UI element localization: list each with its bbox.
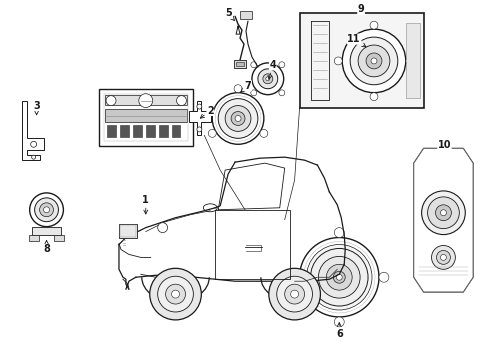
Bar	[105, 95, 187, 105]
Polygon shape	[21, 100, 43, 160]
Bar	[234, 60, 245, 68]
Circle shape	[35, 198, 59, 222]
Circle shape	[369, 21, 377, 29]
Bar	[299, 13, 423, 108]
Circle shape	[208, 129, 216, 137]
Circle shape	[370, 58, 376, 64]
Circle shape	[139, 94, 152, 108]
Circle shape	[176, 96, 186, 105]
Text: 9: 9	[357, 4, 364, 14]
Circle shape	[171, 290, 179, 298]
Circle shape	[157, 276, 193, 312]
Circle shape	[284, 284, 304, 304]
Circle shape	[32, 155, 36, 159]
Text: 8: 8	[43, 240, 50, 255]
Circle shape	[290, 290, 298, 298]
Circle shape	[197, 127, 202, 132]
Bar	[158, 125, 167, 137]
Bar	[236, 62, 244, 66]
Text: 1: 1	[142, 195, 149, 214]
Circle shape	[299, 238, 378, 317]
Text: 6: 6	[335, 323, 342, 339]
Circle shape	[357, 45, 389, 77]
Circle shape	[334, 228, 344, 238]
Circle shape	[43, 207, 49, 213]
Circle shape	[405, 57, 413, 65]
Circle shape	[31, 141, 37, 147]
Circle shape	[440, 255, 446, 260]
Circle shape	[231, 112, 244, 125]
Ellipse shape	[203, 204, 217, 212]
Circle shape	[276, 276, 312, 312]
Circle shape	[212, 93, 264, 144]
Text: 5: 5	[224, 8, 234, 21]
Circle shape	[333, 271, 345, 283]
Text: 11: 11	[346, 34, 365, 47]
Bar	[240, 11, 251, 19]
Bar	[99, 89, 193, 146]
Bar	[145, 125, 154, 137]
Circle shape	[310, 248, 367, 306]
Text: 10: 10	[437, 140, 450, 150]
Circle shape	[366, 53, 381, 69]
Polygon shape	[189, 100, 211, 135]
Text: 4: 4	[267, 60, 276, 79]
Circle shape	[197, 104, 202, 109]
Circle shape	[157, 223, 167, 233]
Text: 7: 7	[240, 81, 251, 92]
Circle shape	[336, 274, 342, 280]
Circle shape	[106, 96, 116, 105]
Circle shape	[40, 203, 53, 217]
Bar	[120, 125, 129, 137]
Bar	[54, 235, 64, 240]
Circle shape	[436, 251, 449, 264]
Circle shape	[234, 85, 242, 93]
Circle shape	[30, 193, 63, 227]
Circle shape	[378, 272, 388, 282]
Bar	[104, 94, 188, 141]
Circle shape	[259, 129, 267, 137]
Circle shape	[349, 37, 397, 85]
Circle shape	[224, 105, 250, 131]
Bar	[32, 227, 61, 235]
Circle shape	[334, 317, 344, 327]
Bar	[405, 23, 419, 98]
Circle shape	[435, 205, 450, 221]
Circle shape	[325, 264, 351, 290]
Bar	[119, 224, 137, 238]
Circle shape	[149, 268, 201, 320]
Bar	[133, 125, 142, 137]
Circle shape	[342, 29, 405, 93]
Circle shape	[278, 62, 284, 68]
Polygon shape	[413, 148, 472, 292]
Bar	[105, 109, 187, 122]
Circle shape	[250, 62, 256, 68]
Circle shape	[235, 116, 241, 121]
Text: 2: 2	[200, 105, 213, 118]
Circle shape	[268, 268, 320, 320]
Circle shape	[306, 244, 371, 310]
Circle shape	[265, 77, 269, 81]
Circle shape	[250, 90, 256, 96]
Bar	[29, 235, 39, 240]
Circle shape	[440, 210, 446, 216]
Circle shape	[318, 256, 359, 298]
Circle shape	[251, 63, 283, 95]
Circle shape	[218, 99, 257, 138]
Circle shape	[427, 197, 458, 229]
Circle shape	[263, 74, 272, 84]
Circle shape	[369, 93, 377, 100]
Circle shape	[334, 57, 342, 65]
Text: 3: 3	[33, 100, 40, 115]
Circle shape	[165, 284, 185, 304]
Circle shape	[421, 191, 464, 235]
Bar	[107, 125, 116, 137]
Circle shape	[278, 90, 284, 96]
Circle shape	[257, 69, 277, 89]
Bar	[120, 225, 136, 237]
Circle shape	[431, 246, 454, 269]
Bar	[171, 125, 180, 137]
Circle shape	[289, 272, 299, 282]
